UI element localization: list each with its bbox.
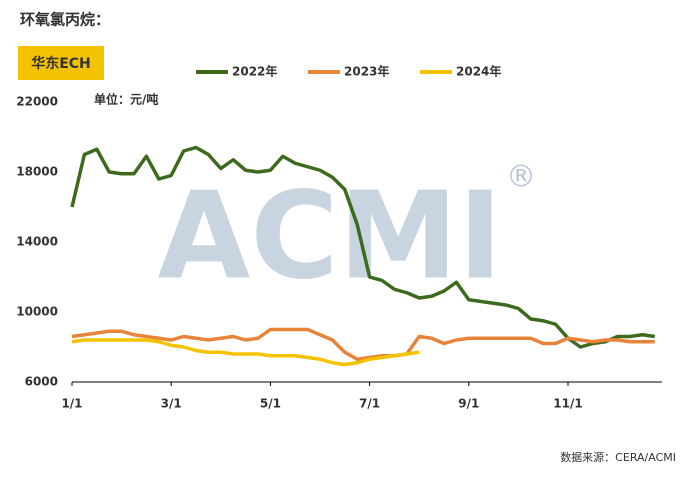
y-tick-label: 6000 [25, 375, 58, 389]
badge-bg [18, 46, 104, 80]
watermark: ACMI [158, 168, 503, 307]
y-tick-label: 14000 [16, 235, 58, 249]
title: 环氧氯丙烷： [20, 11, 110, 29]
series-line [71, 327, 655, 361]
unit: 单位：元/吨 [94, 92, 158, 107]
badge: 华东ECH [31, 55, 91, 72]
y-tick-label: 18000 [16, 165, 58, 179]
legend-label: 2022年 [232, 64, 277, 79]
legend-label: 2023年 [344, 64, 389, 79]
legend-label: 2024年 [456, 64, 501, 79]
x-tick-label: 11/1 [553, 397, 582, 411]
y-tick-label: 22000 [16, 95, 58, 109]
source: 数据来源：CERA/ACMI [560, 450, 676, 464]
y-tick-label: 10000 [16, 305, 58, 319]
x-tick-label: 5/1 [260, 397, 281, 411]
watermark-mark: ® [506, 160, 536, 195]
x-tick-label: 7/1 [359, 397, 380, 411]
x-tick-label: 3/1 [161, 397, 182, 411]
series-line [71, 338, 420, 367]
x-tick-label: 9/1 [458, 397, 479, 411]
x-tick-label: 1/1 [61, 397, 82, 411]
series-line [70, 145, 656, 349]
